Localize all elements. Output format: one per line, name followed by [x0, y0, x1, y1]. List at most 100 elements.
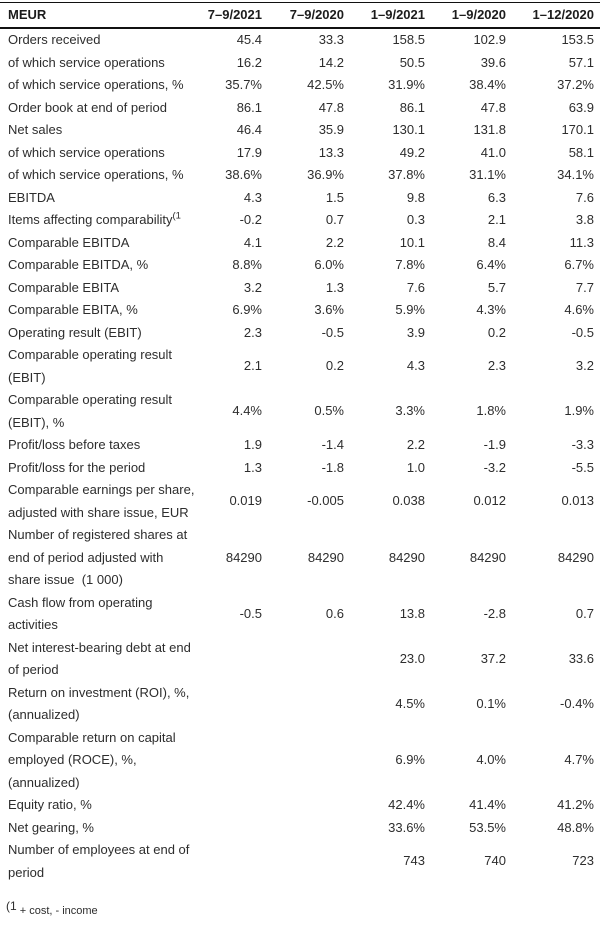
cell-value: 9.8: [406, 189, 425, 205]
cell-value: 0.019: [229, 493, 262, 509]
row-label: Operating result (EBIT): [0, 322, 200, 345]
cell-value: 102.9: [473, 32, 506, 47]
cell-value: -3.2: [483, 459, 506, 475]
cell-value: 34.1%: [557, 167, 594, 182]
cell-value: 47.8: [318, 99, 344, 115]
cell-value: 4.5%: [395, 695, 425, 711]
row-label-text: Comparable operating result (EBIT): [8, 347, 173, 385]
row-label-text: of which service operations, %: [8, 77, 184, 92]
cell-value: 6.7%: [564, 257, 594, 272]
cell-value: 48.8%: [557, 819, 594, 835]
cell-value: 153.5: [561, 32, 594, 47]
cell-value: 1.5: [325, 189, 344, 205]
cell-value: 0.1%: [476, 695, 506, 711]
column-header-period-4: 1–9/2020: [425, 2, 506, 29]
cell-value: -0.4%: [560, 695, 594, 711]
row-label-text: Comparable EBITDA: [8, 234, 130, 250]
cell-value: 42.4%: [388, 797, 425, 812]
row-label: Comparable EBITA, %: [0, 299, 200, 322]
cell-value: 4.4%: [232, 403, 262, 419]
cell-value: 743: [403, 853, 425, 869]
cell-value: 131.8: [473, 122, 506, 137]
cell-value: -0.5: [239, 605, 262, 621]
row-label: Orders received: [0, 28, 200, 52]
cell-value: 3.9: [406, 324, 425, 340]
row-label: Items affecting comparability(1: [0, 209, 200, 232]
row-label: of which service operations: [0, 52, 200, 75]
table-row: of which service operations 16.2 14.2 50.5 3…: [0, 52, 600, 75]
row-label: Net gearing, %: [0, 817, 200, 840]
table-row: Number of employees at end of period 743 7…: [0, 839, 600, 884]
cell-value: 50.5: [399, 54, 425, 70]
table-row: Comparable return on capital employed (R…: [0, 727, 600, 795]
row-label: EBITDA: [0, 187, 200, 210]
cell-value: 14.2: [318, 54, 344, 70]
footnote-marker: (1: [6, 899, 17, 913]
cell-value: 7.6: [575, 189, 594, 205]
cell-value: 35.7%: [225, 77, 262, 92]
cell-value: [200, 794, 262, 817]
row-label-text: Equity ratio, %: [8, 797, 92, 812]
cell-value: 13.8: [399, 605, 425, 621]
table-row: Number of registered shares at end of pe…: [0, 524, 600, 592]
row-label: Order book at end of period: [0, 97, 200, 120]
row-label-text: Orders received: [8, 32, 101, 47]
table-row: Net sales 46.4 35.9 130.1 131.8 170.1: [0, 119, 600, 142]
cell-value: 1.9: [243, 437, 262, 452]
row-label-text: Profit/loss for the period: [8, 459, 146, 475]
cell-value: [200, 727, 262, 795]
row-label-text: Number of registered shares at end of pe…: [8, 527, 188, 587]
cell-value: 41.4%: [469, 797, 506, 812]
cell-value: 0.7: [575, 605, 594, 621]
cell-value: 84290: [388, 549, 425, 565]
cell-value: [200, 637, 262, 682]
cell-value: 35.9: [318, 122, 344, 137]
row-label-text: Comparable EBITA: [8, 279, 120, 295]
row-label: Cash flow from operating activities: [0, 592, 200, 637]
row-label-text: Comparable operating result (EBIT), %: [8, 392, 173, 430]
cell-value: 3.2: [243, 279, 262, 295]
table-row: Order book at end of period 86.1 47.8 86.1 4…: [0, 97, 600, 120]
cell-value: 7.6: [406, 279, 425, 295]
cell-value: 723: [572, 853, 594, 869]
table-body: Orders received 45.4 33.3 158.5 102.9 153.5 of…: [0, 28, 600, 884]
cell-value: 0.2: [487, 324, 506, 340]
cell-value: 33.6%: [388, 819, 425, 835]
cell-value: 130.1: [392, 122, 425, 137]
footnote-reference: (1: [172, 210, 181, 222]
row-label-text: Number of employees at end of period: [8, 842, 190, 880]
cell-value: 170.1: [561, 122, 594, 137]
row-label: Comparable earnings per share, adjusted …: [0, 479, 200, 524]
cell-value: 5.9%: [395, 302, 425, 317]
table-row: Comparable EBITDA 4.1 2.2 10.1 8.4 11.3: [0, 232, 600, 255]
row-label-text: EBITDA: [8, 189, 55, 205]
table-row: Comparable EBITA, % 6.9% 3.6% 5.9% 4.3% 4.6%: [0, 299, 600, 322]
cell-value: 45.4: [236, 32, 262, 47]
row-label: Comparable EBITDA: [0, 232, 200, 255]
cell-value: 0.6: [325, 605, 344, 621]
table-row: Comparable operating result (EBIT), % 4.4…: [0, 389, 600, 434]
table-row: Operating result (EBIT) 2.3 -0.5 3.9 0.2 -0.5: [0, 322, 600, 345]
row-label-text: of which service operations: [8, 144, 165, 160]
cell-value: -3.3: [571, 437, 594, 452]
header-row: MEUR 7–9/2021 7–9/2020 1–9/2021 1–9/2020…: [0, 2, 600, 29]
column-header-period-5: 1–12/2020: [506, 2, 600, 29]
cell-value: 6.9%: [395, 752, 425, 767]
cell-value: 4.7%: [564, 752, 594, 767]
cell-value: 84290: [225, 549, 262, 565]
column-header-period-2: 7–9/2020: [262, 2, 344, 29]
cell-value: [262, 637, 344, 682]
cell-value: 740: [484, 853, 506, 869]
cell-value: 36.9%: [307, 167, 344, 182]
row-label-text: of which service operations, %: [8, 167, 184, 182]
row-label-text: Cash flow from operating activities: [8, 594, 153, 633]
column-header-period-1: 7–9/2021: [200, 2, 262, 29]
table-row: Items affecting comparability(1 -0.2 0.7 0.…: [0, 209, 600, 232]
cell-value: 53.5%: [469, 819, 506, 835]
cell-value: 84290: [557, 549, 594, 565]
cell-value: 86.1: [236, 99, 262, 115]
cell-value: 33.3: [318, 32, 344, 47]
row-label-text: Operating result (EBIT): [8, 324, 142, 340]
row-label-text: Return on investment (ROI), %, (annualiz…: [8, 684, 190, 723]
cell-value: [262, 682, 344, 727]
